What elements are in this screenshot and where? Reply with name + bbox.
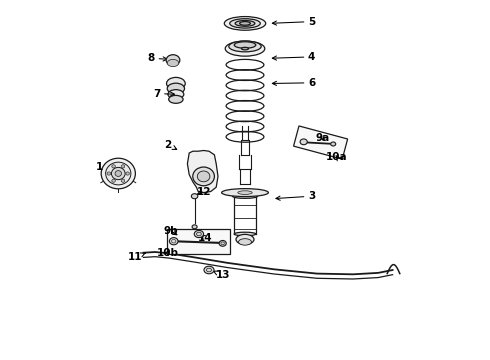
Ellipse shape — [192, 225, 197, 229]
Ellipse shape — [225, 41, 265, 56]
Ellipse shape — [101, 158, 135, 189]
Text: 5: 5 — [272, 17, 315, 27]
Ellipse shape — [240, 22, 250, 25]
Text: 3: 3 — [276, 191, 315, 201]
Text: 13: 13 — [213, 270, 230, 280]
Text: 9b: 9b — [164, 226, 178, 236]
Ellipse shape — [232, 194, 258, 198]
Text: 8: 8 — [148, 53, 167, 63]
Ellipse shape — [111, 167, 125, 180]
Ellipse shape — [167, 83, 185, 94]
Ellipse shape — [238, 191, 252, 194]
Text: 4: 4 — [272, 52, 315, 62]
Ellipse shape — [168, 90, 184, 99]
Ellipse shape — [300, 139, 307, 145]
Text: 9a: 9a — [315, 132, 329, 143]
Ellipse shape — [121, 165, 125, 168]
Ellipse shape — [167, 59, 179, 67]
Ellipse shape — [331, 142, 336, 146]
Ellipse shape — [234, 42, 256, 48]
Ellipse shape — [236, 234, 254, 244]
Ellipse shape — [234, 232, 256, 236]
Text: 1: 1 — [96, 162, 110, 173]
Text: 11: 11 — [128, 252, 146, 262]
Ellipse shape — [121, 179, 125, 182]
Polygon shape — [187, 150, 218, 193]
Text: 14: 14 — [197, 233, 212, 243]
Text: 12: 12 — [196, 186, 211, 197]
Ellipse shape — [107, 172, 111, 175]
Ellipse shape — [166, 55, 180, 66]
Ellipse shape — [192, 194, 198, 199]
Ellipse shape — [242, 48, 248, 50]
Ellipse shape — [194, 230, 204, 238]
Text: 6: 6 — [272, 78, 315, 88]
Ellipse shape — [170, 238, 178, 245]
Text: 10a: 10a — [326, 152, 347, 162]
Ellipse shape — [197, 171, 210, 182]
Ellipse shape — [112, 165, 116, 168]
Ellipse shape — [229, 41, 261, 52]
Ellipse shape — [169, 95, 183, 103]
Ellipse shape — [126, 172, 129, 175]
Ellipse shape — [230, 19, 260, 28]
Ellipse shape — [167, 77, 185, 90]
Text: 7: 7 — [153, 89, 174, 99]
Ellipse shape — [224, 17, 266, 30]
Ellipse shape — [219, 240, 226, 246]
Ellipse shape — [193, 167, 215, 186]
Ellipse shape — [115, 171, 122, 176]
Text: 10b: 10b — [157, 248, 178, 258]
Text: 2: 2 — [164, 140, 177, 150]
Bar — [167, 229, 229, 254]
Ellipse shape — [106, 162, 131, 185]
Bar — [294, 126, 347, 159]
Ellipse shape — [235, 21, 255, 26]
Ellipse shape — [239, 239, 251, 245]
Ellipse shape — [112, 179, 116, 182]
Ellipse shape — [221, 189, 269, 197]
Ellipse shape — [204, 266, 214, 274]
